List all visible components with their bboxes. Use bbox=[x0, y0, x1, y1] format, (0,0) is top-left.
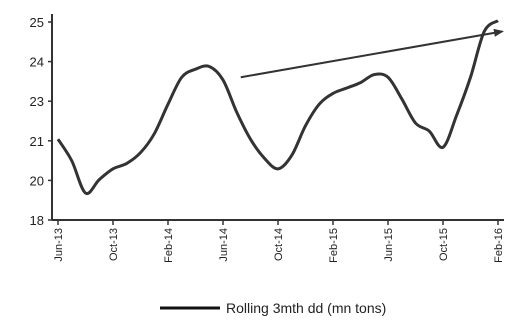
legend: Rolling 3mth dd (mn tons) bbox=[160, 300, 386, 316]
x-tick-label: Oct-14 bbox=[273, 228, 285, 261]
x-axis-ticks: Jun-13 Oct-13 Feb-14 Jun-14 Oct-14 Feb-15 Jun-… bbox=[53, 220, 505, 263]
x-tick-label: Jun-15 bbox=[383, 228, 395, 262]
y-tick-label: 20 bbox=[30, 173, 44, 188]
x-tick-label: Feb-16 bbox=[493, 228, 505, 263]
series-group bbox=[56, 19, 499, 196]
axes bbox=[51, 14, 504, 221]
x-tick-label: Oct-13 bbox=[108, 228, 120, 261]
x-tick-label: Jun-14 bbox=[218, 228, 230, 262]
x-tick-label: Feb-15 bbox=[328, 228, 340, 263]
x-tick-label: Jun-13 bbox=[53, 228, 65, 262]
y-axis-ticks: 18 20 21 23 24 25 bbox=[30, 15, 52, 228]
y-tick-label: 18 bbox=[30, 213, 44, 228]
legend-label: Rolling 3mth dd (mn tons) bbox=[226, 300, 386, 316]
y-tick-label: 25 bbox=[30, 15, 44, 30]
x-tick-label: Feb-14 bbox=[163, 228, 175, 263]
y-tick-label: 24 bbox=[30, 55, 44, 70]
series-line bbox=[56, 19, 499, 196]
y-tick-label: 23 bbox=[30, 94, 44, 109]
y-tick-label: 21 bbox=[30, 134, 44, 149]
annotations bbox=[240, 28, 504, 79]
trend-arrow bbox=[240, 28, 504, 79]
x-tick-label: Oct-15 bbox=[438, 228, 450, 261]
